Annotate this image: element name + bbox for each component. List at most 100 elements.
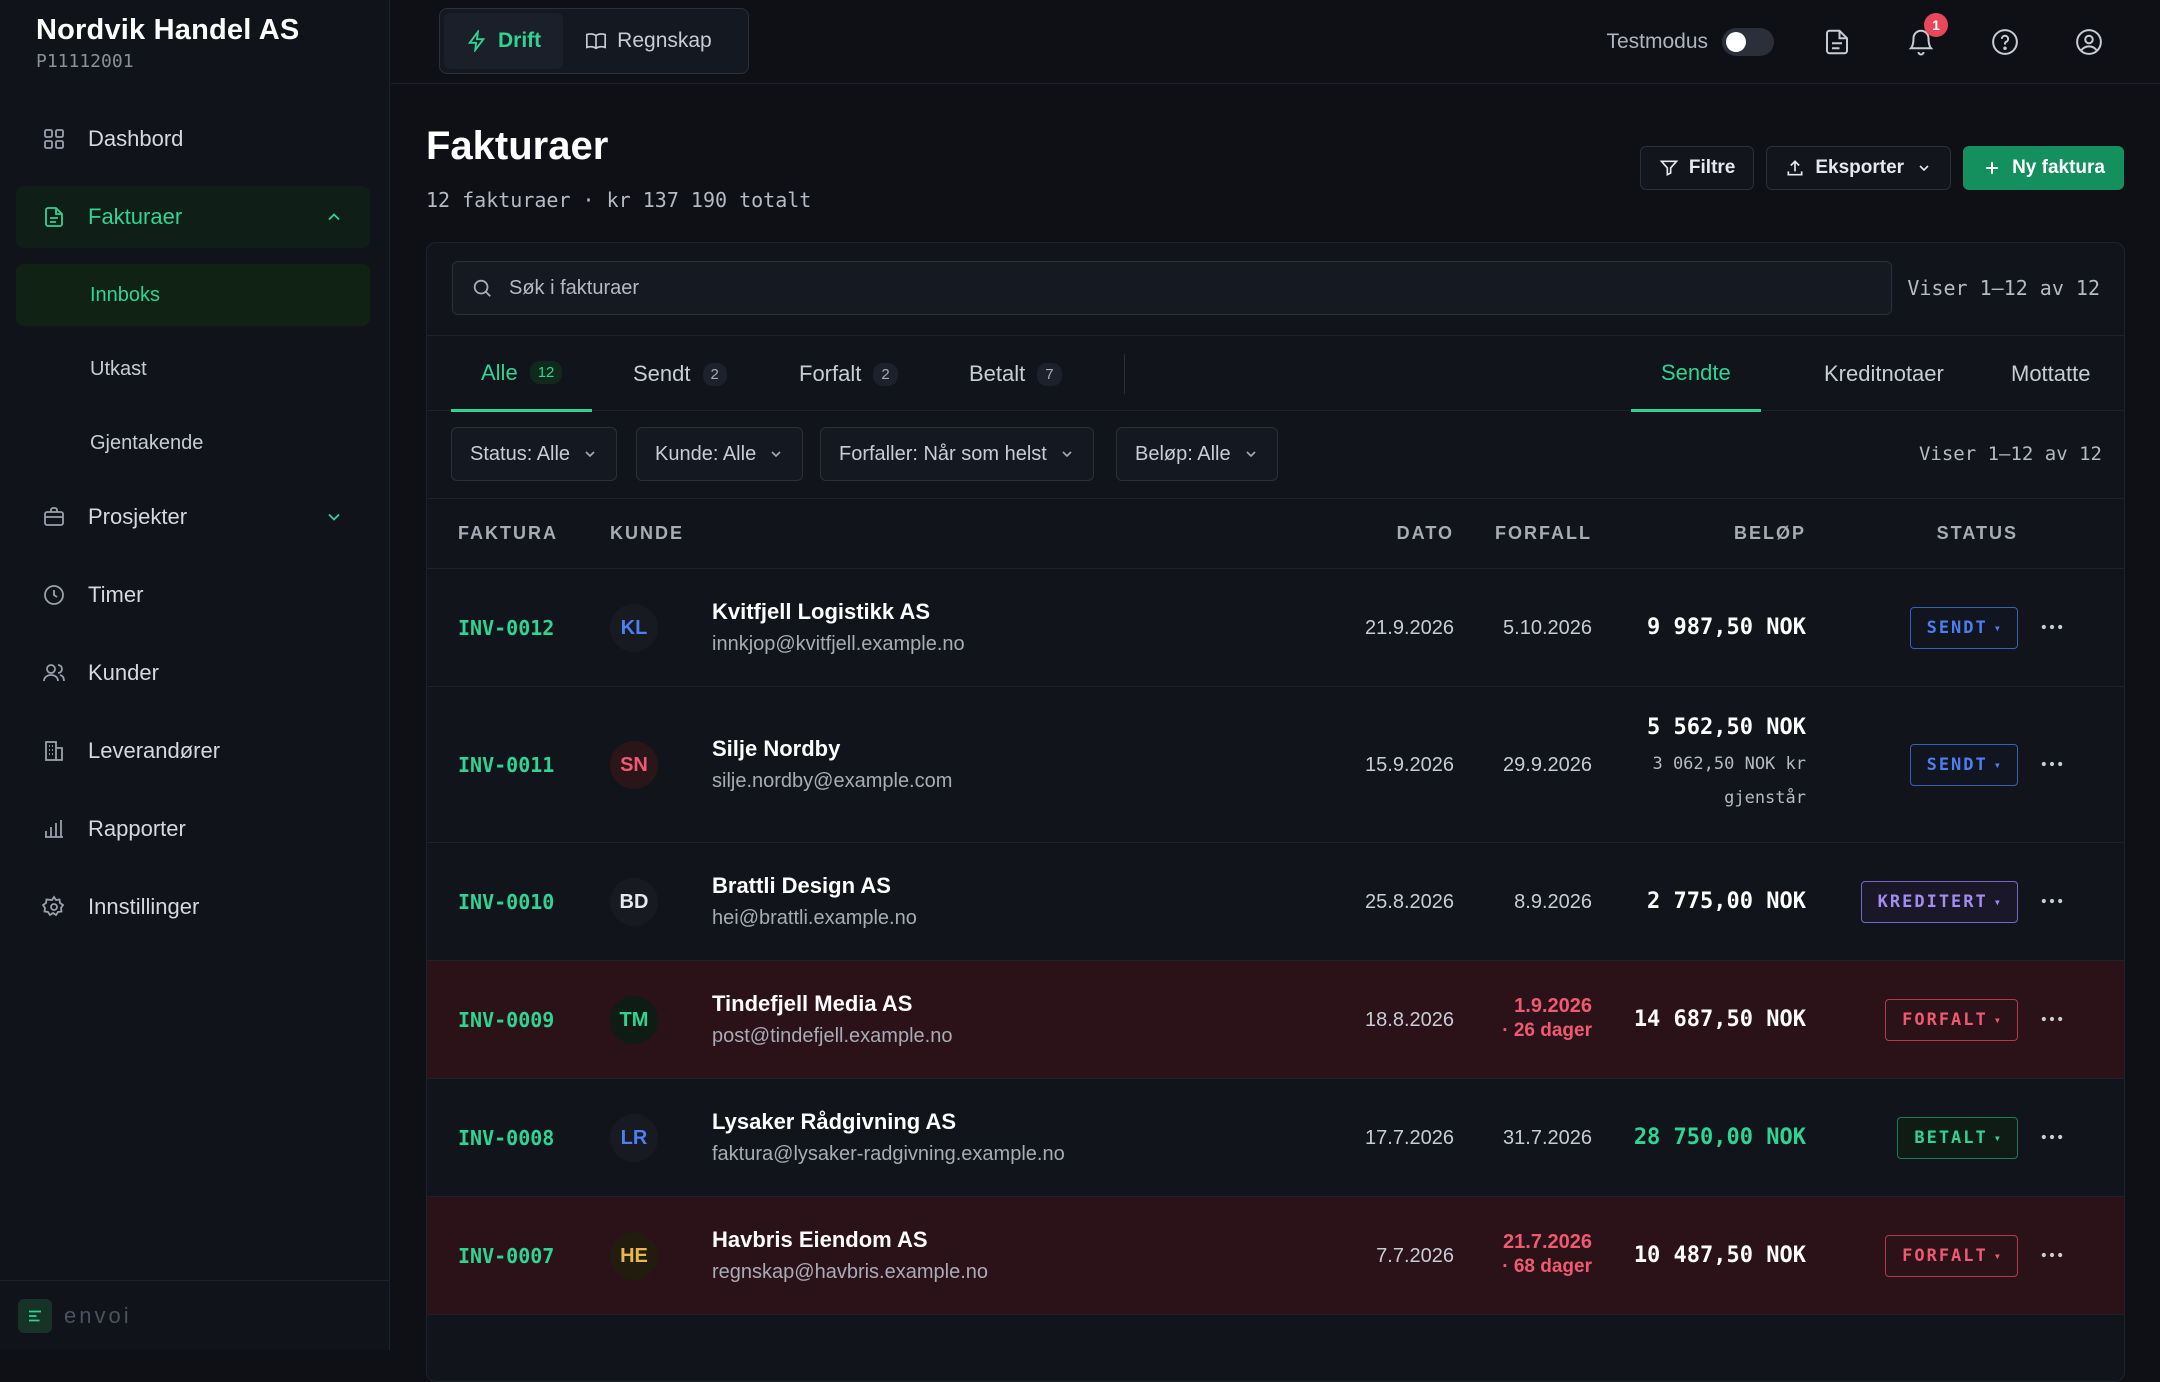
chevron-up-icon[interactable]	[324, 207, 344, 227]
tab-all[interactable]: Alle 12	[451, 336, 593, 412]
amount-remaining-label: gjenstår	[1724, 788, 1806, 808]
status-badge[interactable]: BETALT ▾	[1897, 1117, 2018, 1159]
sidebar-item-reports[interactable]: Rapporter	[16, 798, 370, 860]
column-status[interactable]: STATUS	[1936, 523, 2018, 543]
more-icon[interactable]	[2038, 1241, 2066, 1269]
chevron-down-icon[interactable]	[324, 507, 344, 527]
due-filter[interactable]: Forfaller: Når som helst	[820, 427, 1094, 481]
more-icon[interactable]	[2038, 613, 2066, 641]
table-row[interactable]: INV-0012 KL Kvitfjell Logistikk AS innkj…	[427, 569, 2124, 687]
table-row[interactable]: INV-0007 HE Havbris Eiendom AS regnskap@…	[427, 1197, 2124, 1315]
filter-label: Beløp: Alle	[1135, 442, 1231, 465]
tab-divider	[1124, 354, 1125, 394]
sidebar-item-hours[interactable]: Timer	[16, 564, 370, 626]
status-filter[interactable]: Status: Alle	[451, 427, 618, 481]
notifications-button[interactable]: 1	[1906, 13, 1948, 57]
sidebar-item-dashboard[interactable]: Dashbord	[16, 108, 370, 170]
chevron-down-icon: ▾	[1993, 1131, 2001, 1145]
sidebar-item-projects[interactable]: Prosjekter	[16, 486, 370, 548]
toggle-knob	[1726, 32, 1746, 52]
notification-badge: 1	[1924, 13, 1948, 37]
sidebar-item-customers[interactable]: Kunder	[16, 642, 370, 704]
invoice-date: 17.7.2026	[1365, 1127, 1454, 1149]
tab-operations[interactable]: Drift	[444, 13, 564, 69]
chevron-down-icon	[585, 451, 595, 458]
table-row[interactable]: INV-0011 SN Silje Nordby silje.nordby@ex…	[427, 687, 2124, 843]
page-actions: Filtre Eksporter Ny faktura	[1639, 146, 2124, 190]
sidebar-item-label: Timer	[88, 582, 144, 607]
customer-email: faktura@lysaker-radgivning.example.no	[712, 1143, 1065, 1165]
status-badge[interactable]: FORFALT ▾	[1885, 999, 2018, 1041]
status-label: KREDITERT	[1877, 892, 1988, 912]
amount-remaining: 3 062,50 NOK kr	[1652, 754, 1806, 774]
table-row[interactable]: INV-0009 TM Tindefjell Media AS post@tin…	[427, 961, 2124, 1079]
search-icon	[473, 279, 491, 297]
more-icon[interactable]	[2038, 1123, 2066, 1151]
tab-overdue[interactable]: Forfalt 2	[769, 336, 928, 412]
amount-filter[interactable]: Beløp: Alle	[1116, 427, 1278, 481]
sidebar-subitem-inbox[interactable]: Innboks	[16, 264, 370, 326]
export-button-label: Eksporter	[1815, 157, 1905, 178]
tab-paid[interactable]: Betalt 7	[939, 336, 1092, 412]
column-date[interactable]: DATO	[1396, 523, 1454, 543]
grid-icon	[44, 129, 64, 149]
search-input[interactable]	[509, 276, 1889, 300]
invoice-number[interactable]: INV-0011	[458, 753, 555, 777]
column-customer[interactable]: KUNDE	[610, 523, 685, 543]
users-icon	[43, 664, 65, 682]
export-button[interactable]: Eksporter	[1766, 146, 1952, 190]
customer-filter[interactable]: Kunde: Alle	[636, 427, 804, 481]
sidebar-item-settings[interactable]: Innstillinger	[16, 876, 370, 938]
chevron-down-icon: ▾	[1993, 621, 2001, 635]
invoice-number[interactable]: INV-0008	[458, 1126, 555, 1150]
tab-received[interactable]: Mottatte	[2011, 361, 2091, 386]
invoice-number[interactable]: INV-0007	[458, 1244, 555, 1268]
sidebar-item-invoices[interactable]: Fakturaer	[16, 186, 370, 248]
main-content: Fakturaer 12 fakturaer · kr 137 190 tota…	[391, 84, 2160, 1382]
status-badge[interactable]: KREDITERT ▾	[1860, 881, 2018, 923]
tab-label: Forfalt	[799, 361, 862, 386]
more-icon[interactable]	[2038, 750, 2066, 778]
invoice-number[interactable]: INV-0010	[458, 890, 555, 914]
test-mode-toggle[interactable]	[1722, 28, 1774, 56]
due-date: 1.9.2026	[1514, 995, 1592, 1017]
column-amount[interactable]: BELØP	[1733, 523, 1806, 543]
chevron-down-icon	[771, 451, 781, 458]
status-badge[interactable]: SENDT ▾	[1909, 607, 2018, 649]
more-icon[interactable]	[2038, 1005, 2066, 1033]
help-icon[interactable]	[1990, 27, 2020, 57]
search-box[interactable]	[452, 261, 1892, 315]
sidebar-item-suppliers[interactable]: Leverandører	[16, 720, 370, 782]
test-mode-label: Testmodus	[1606, 30, 1708, 53]
tab-outgoing[interactable]: Sendte	[1631, 336, 1761, 412]
more-icon[interactable]	[2038, 887, 2066, 915]
invoice-number[interactable]: INV-0009	[458, 1008, 555, 1032]
file-text-icon	[45, 207, 63, 227]
building-icon	[45, 741, 63, 761]
invoice-number[interactable]: INV-0012	[458, 616, 555, 640]
sidebar-subitem-drafts[interactable]: Utkast	[90, 357, 147, 380]
new-invoice-button[interactable]: Ny faktura	[1963, 146, 2124, 190]
column-invoice[interactable]: FAKTURA	[458, 523, 558, 543]
table-row[interactable]: INV-0008 LR Lysaker Rådgivning AS faktur…	[427, 1079, 2124, 1197]
status-label: SENDT	[1926, 618, 1988, 638]
customer-email: regnskap@havbris.example.no	[712, 1261, 989, 1283]
tab-count: 7	[1037, 362, 1062, 386]
due-date: 21.7.2026	[1503, 1231, 1592, 1253]
customer-email: silje.nordby@example.com	[712, 770, 953, 792]
table-row[interactable]: INV-0010 BD Brattli Design AS hei@brattl…	[427, 843, 2124, 961]
sidebar-subitem-recurring[interactable]: Gjentakende	[90, 431, 204, 454]
document-icon[interactable]	[1822, 27, 1852, 57]
sidebar-item-label: Fakturaer	[88, 204, 183, 229]
tab-count: 12	[529, 361, 563, 384]
status-badge[interactable]: FORFALT ▾	[1885, 1235, 2018, 1277]
user-icon[interactable]	[2074, 27, 2104, 57]
tab-credit-notes[interactable]: Kreditnotaer	[1824, 361, 1944, 386]
filter-button[interactable]: Filtre	[1639, 146, 1755, 190]
sidebar-footer: envoi	[0, 1280, 390, 1350]
tab-label: Regnskap	[617, 29, 712, 52]
tab-sent[interactable]: Sendt 2	[603, 336, 757, 412]
column-due[interactable]: FORFALL	[1495, 523, 1592, 543]
tab-accounting[interactable]: Regnskap	[563, 13, 734, 69]
status-badge[interactable]: SENDT ▾	[1909, 744, 2018, 786]
